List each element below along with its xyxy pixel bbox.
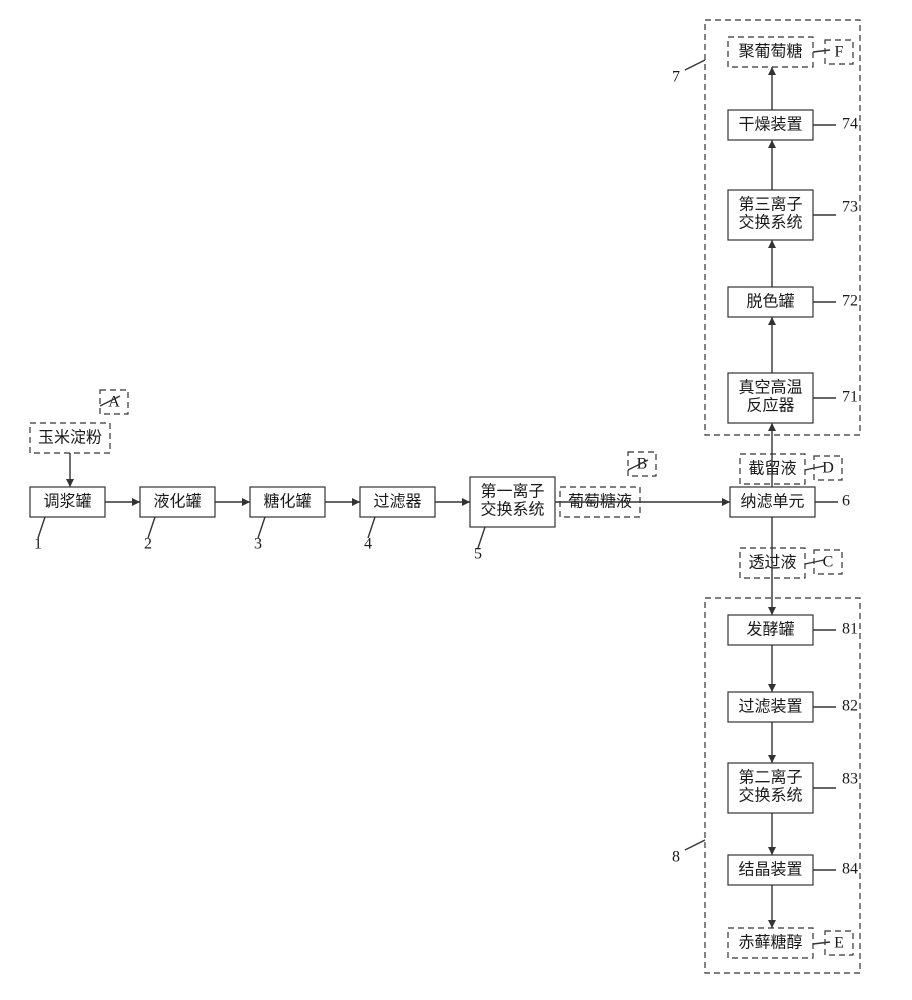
refnum-7: 7 <box>672 69 680 86</box>
letter-C: C <box>823 554 834 571</box>
refnum-2: 2 <box>144 536 152 553</box>
node-n3-label: 糖化罐 <box>263 493 311 511</box>
node-n73-label-line0: 第三离子 <box>738 196 802 214</box>
refnum-4: 4 <box>364 536 372 553</box>
refnum-3: 3 <box>254 536 262 553</box>
leader <box>813 50 830 52</box>
leader <box>685 60 705 70</box>
node-n74-label: 干燥装置 <box>738 116 802 134</box>
refnum-5: 5 <box>474 546 482 563</box>
flowchart-diagram: 玉米淀粉A葡萄糖液B透过液C截留液D调浆罐液化罐糖化罐过滤器第一离子交换系统纳滤… <box>0 0 912 1000</box>
refnum-73: 73 <box>842 199 858 216</box>
node-n83-label-line0: 第二离子 <box>738 769 802 787</box>
node-nE-label: 赤藓糖醇 <box>738 934 802 952</box>
letter-D: D <box>822 460 834 477</box>
node-n82-label: 过滤装置 <box>738 698 802 716</box>
refnum-71: 71 <box>842 389 858 406</box>
refnum-84: 84 <box>842 861 858 878</box>
node-n5-label-line0: 第一离子 <box>480 483 544 501</box>
material-A-label: 玉米淀粉 <box>38 429 102 447</box>
leader <box>685 840 705 850</box>
node-n6-label: 纳滤单元 <box>740 493 804 511</box>
letter-E: E <box>834 935 844 952</box>
node-nF-label: 聚葡萄糖 <box>738 43 802 61</box>
node-n2-label: 液化罐 <box>153 493 201 511</box>
refnum-72: 72 <box>842 293 858 310</box>
refnum-81: 81 <box>842 621 858 638</box>
refnum-74: 74 <box>842 116 858 133</box>
refnum-82: 82 <box>842 698 858 715</box>
refnum-6: 6 <box>842 493 850 510</box>
node-n72-label: 脱色罐 <box>746 293 794 311</box>
node-n81-label: 发酵罐 <box>746 621 794 639</box>
node-n71-label-line0: 真空高温 <box>738 379 802 397</box>
letter-F: F <box>835 44 844 61</box>
node-n71-label-line1: 反应器 <box>746 396 794 415</box>
refnum-83: 83 <box>842 771 858 788</box>
refnum-1: 1 <box>34 536 42 553</box>
refnum-8: 8 <box>672 849 680 866</box>
node-n84-label: 结晶装置 <box>738 861 802 879</box>
node-n83-label-line1: 交换系统 <box>738 787 802 805</box>
leader <box>813 942 830 944</box>
node-n5-label-line1: 交换系统 <box>480 501 544 519</box>
node-n4-label: 过滤器 <box>373 493 421 511</box>
node-n1-label: 调浆罐 <box>43 493 91 511</box>
node-n73-label-line1: 交换系统 <box>738 214 802 232</box>
